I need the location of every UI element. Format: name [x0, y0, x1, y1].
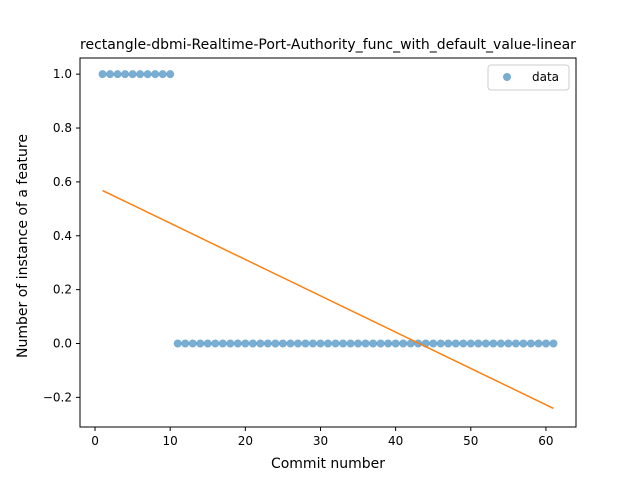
x-axis-label: Commit number [271, 456, 385, 472]
data-point [241, 339, 250, 348]
data-point [346, 339, 355, 348]
data-point [481, 339, 490, 348]
data-point [474, 339, 483, 348]
data-point [166, 70, 175, 79]
x-tick-label: 10 [163, 434, 178, 448]
x-tick-label: 20 [238, 434, 253, 448]
data-point [271, 339, 280, 348]
data-point [466, 339, 475, 348]
data-point [444, 339, 453, 348]
data-point [293, 339, 302, 348]
data-point [136, 70, 145, 79]
y-tick-label: −0.2 [43, 390, 72, 404]
data-point [278, 339, 287, 348]
axes-frame [79, 57, 577, 428]
data-point [181, 339, 190, 348]
data-point [361, 339, 370, 348]
data-point [151, 70, 160, 79]
data-point [511, 339, 520, 348]
legend-box [487, 64, 570, 91]
data-point [188, 339, 197, 348]
data-point [489, 339, 498, 348]
y-tick-label: 0.2 [53, 283, 72, 297]
data-point [98, 70, 107, 79]
data-point [526, 339, 535, 348]
data-point [399, 339, 408, 348]
plot-area: 0 10 20 30 40 50 60 −0.2 0.0 0.2 0.4 0.6 0.8 1.0 data [43, 57, 577, 448]
x-tick-label: 0 [91, 434, 99, 448]
legend-label: data [532, 70, 559, 84]
data-point [459, 339, 468, 348]
x-tick-label: 40 [388, 434, 403, 448]
y-tick-label: 0.6 [53, 175, 72, 189]
y-tick-label: 1.0 [53, 67, 72, 81]
data-point [496, 339, 505, 348]
data-point [534, 339, 543, 348]
legend: data [487, 64, 570, 91]
data-point [248, 339, 257, 348]
data-point [158, 70, 167, 79]
data-point [106, 70, 115, 79]
data-point [233, 339, 242, 348]
data-point [121, 70, 130, 79]
data-point [384, 339, 393, 348]
x-tick-label: 50 [463, 434, 478, 448]
data-point [316, 339, 325, 348]
data-point [113, 70, 122, 79]
data-point [519, 339, 528, 348]
data-point [331, 339, 340, 348]
data-point [406, 339, 415, 348]
data-point [429, 339, 438, 348]
y-axis-label: Number of instance of a feature [15, 134, 31, 358]
data-point [376, 339, 385, 348]
data-point [203, 339, 212, 348]
data-point [436, 339, 445, 348]
y-tick-label: 0.4 [53, 229, 72, 243]
data-point [256, 339, 265, 348]
data-point [391, 339, 400, 348]
data-point [263, 339, 272, 348]
data-point [173, 339, 182, 348]
data-point [324, 339, 332, 348]
x-tick-label: 60 [538, 434, 553, 448]
legend-marker [503, 73, 511, 81]
data-point [308, 339, 317, 348]
data-point [339, 339, 348, 348]
data-point [354, 339, 363, 348]
data-point [196, 339, 205, 348]
data-point [128, 70, 137, 79]
fit-line [102, 189, 554, 410]
data-point [143, 70, 152, 79]
data-point [226, 339, 235, 348]
data-point [451, 339, 460, 348]
data-point [218, 339, 227, 348]
y-tick-label: 0.0 [53, 337, 72, 351]
data-point [549, 339, 558, 348]
data-point [286, 339, 295, 348]
data-point [301, 339, 310, 348]
data-point [504, 339, 513, 348]
x-tick-label: 30 [313, 434, 328, 448]
y-tick-label: 0.8 [53, 121, 72, 135]
data-point [211, 339, 220, 348]
data-point [369, 339, 378, 348]
chart-title: rectangle-dbmi-Realtime-Port-Authority_f… [80, 37, 576, 53]
data-point [541, 339, 550, 348]
